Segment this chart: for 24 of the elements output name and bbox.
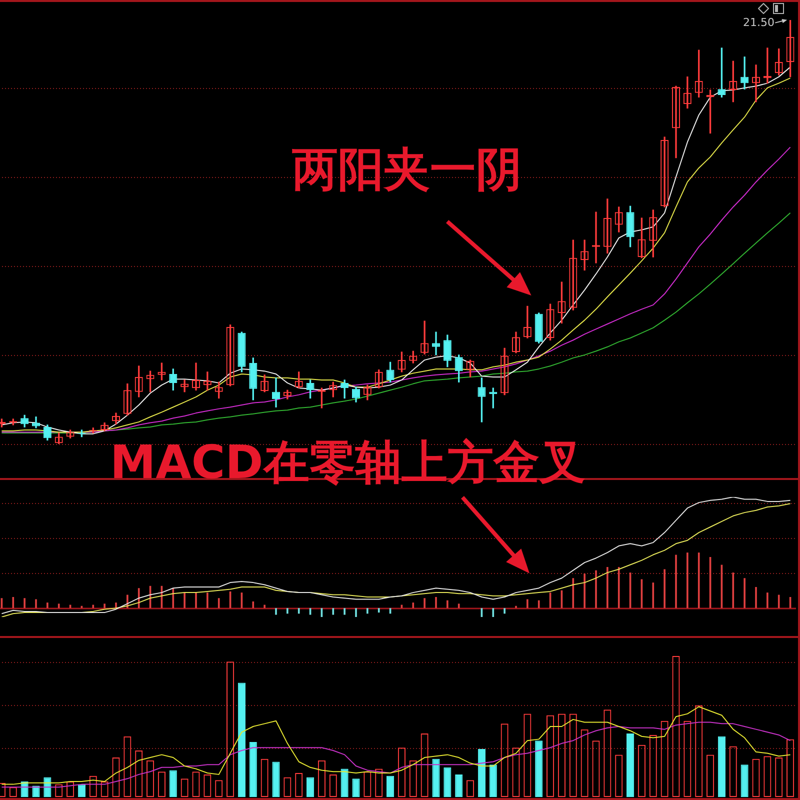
annotation: 21.50 <box>743 16 774 29</box>
candlestick <box>432 332 440 356</box>
bar <box>352 778 360 797</box>
bar <box>626 734 634 797</box>
bar <box>535 740 543 797</box>
candlestick <box>340 380 349 399</box>
bar <box>340 768 348 797</box>
bar <box>238 682 246 797</box>
bar <box>740 764 748 797</box>
bar <box>489 764 497 797</box>
bar <box>432 758 440 797</box>
bar <box>478 749 486 797</box>
bar <box>455 774 463 797</box>
bar <box>169 770 177 797</box>
bar <box>78 784 86 797</box>
bar <box>444 767 452 797</box>
candlestick <box>740 56 749 90</box>
candlestick <box>272 378 280 408</box>
annotation: 两阳夹一阴 <box>292 142 522 196</box>
annotation: MACD在零轴上方金叉 <box>110 435 586 489</box>
bar <box>306 777 314 797</box>
bar <box>718 736 726 797</box>
bar <box>272 762 280 797</box>
bar <box>386 776 394 797</box>
